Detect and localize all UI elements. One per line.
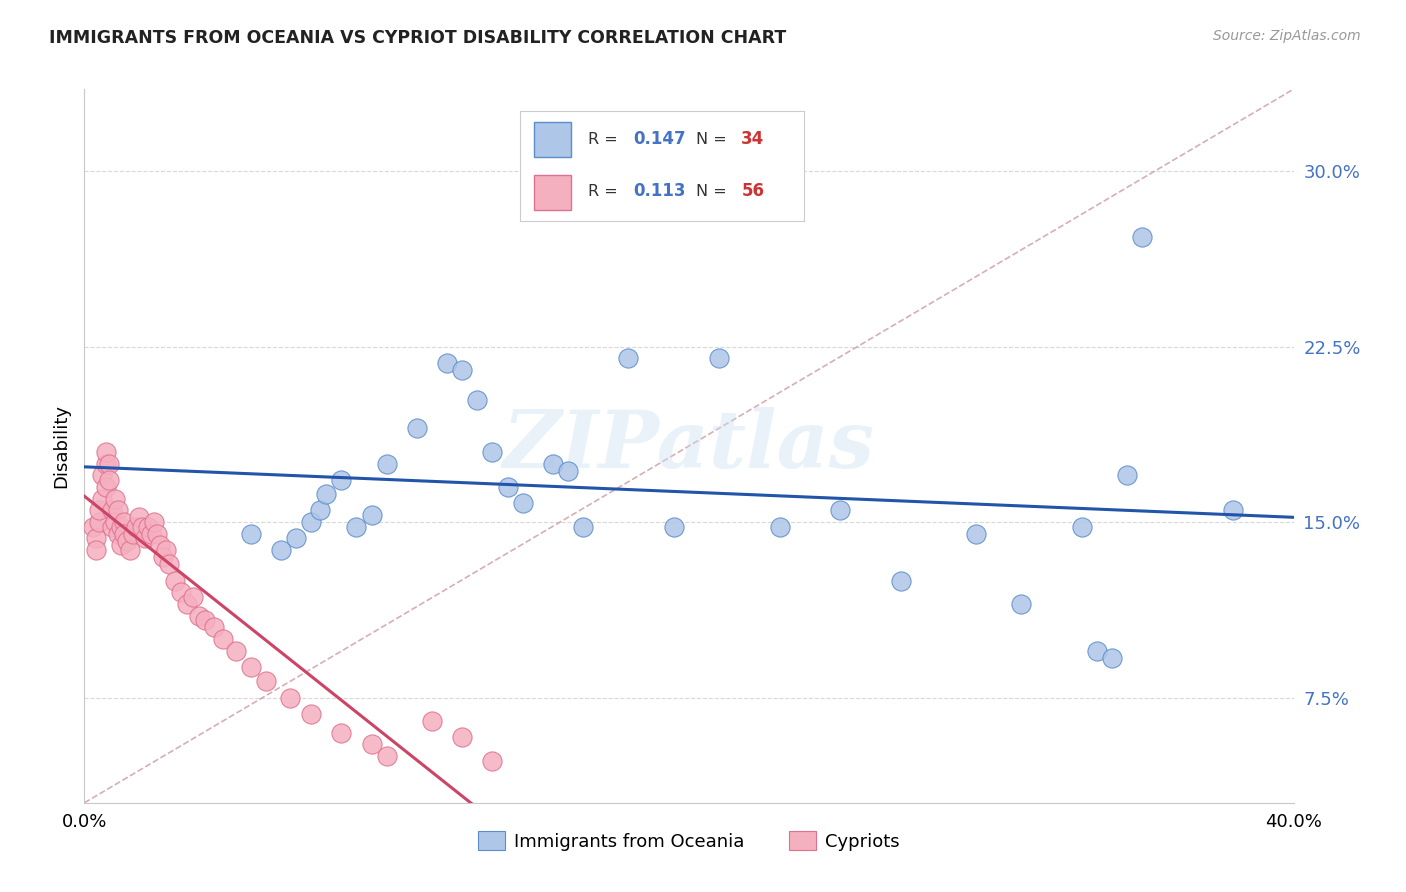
Point (285, 532, 308, 546)
Point (89, 515, 111, 529)
Point (709, 351, 731, 366)
Point (375, 749, 398, 764)
Point (110, 538, 132, 552)
Point (254, 674, 277, 689)
Point (94, 445, 117, 459)
Point (662, 519, 685, 533)
Point (496, 480, 519, 494)
Point (309, 503, 332, 517)
Point (299, 706, 322, 721)
Point (451, 363, 474, 377)
Point (194, 613, 217, 627)
Point (115, 533, 138, 548)
Point (481, 445, 503, 459)
Point (420, 714, 443, 728)
Point (107, 526, 129, 541)
Text: IMMIGRANTS FROM OCEANIA VS CYPRIOT DISABILITY CORRELATION CHART: IMMIGRANTS FROM OCEANIA VS CYPRIOT DISAB… (49, 29, 786, 47)
Point (118, 543, 141, 558)
Point (1116, 468, 1139, 483)
Point (125, 519, 148, 533)
Point (112, 526, 135, 541)
Point (107, 503, 129, 517)
Point (91, 468, 114, 483)
Text: Source: ZipAtlas.com: Source: ZipAtlas.com (1213, 29, 1361, 44)
Point (94, 480, 117, 494)
Point (97, 473, 120, 487)
Point (572, 519, 595, 533)
Point (97, 457, 120, 471)
Point (270, 543, 292, 558)
Point (89, 503, 111, 517)
Point (1011, 597, 1033, 611)
Point (86, 543, 108, 558)
Point (315, 487, 337, 501)
Point (541, 457, 564, 471)
Point (239, 660, 262, 674)
Point (131, 519, 153, 533)
Point (152, 550, 174, 565)
Point (225, 644, 247, 658)
Point (181, 590, 204, 604)
Point (142, 515, 165, 529)
Point (165, 574, 187, 588)
Point (104, 491, 127, 506)
Point (1101, 650, 1123, 665)
Point (481, 754, 503, 768)
Point (406, 421, 429, 435)
Point (278, 690, 301, 705)
Point (155, 543, 177, 558)
Y-axis label: Disability: Disability (52, 404, 70, 488)
Point (100, 503, 122, 517)
Point (157, 557, 180, 571)
Point (112, 515, 135, 529)
Point (467, 393, 489, 408)
Point (1085, 644, 1108, 658)
Point (512, 496, 534, 510)
Point (128, 510, 150, 524)
Point (176, 597, 198, 611)
Legend: Immigrants from Oceania, Cypriots: Immigrants from Oceania, Cypriots (471, 824, 907, 858)
Point (104, 515, 127, 529)
Point (136, 519, 159, 533)
Point (1130, 229, 1153, 244)
Point (451, 731, 474, 745)
Point (86, 532, 108, 546)
Point (1071, 519, 1094, 533)
Point (94, 457, 117, 471)
Point (830, 503, 852, 517)
Point (212, 632, 235, 646)
Point (557, 464, 579, 478)
Point (134, 532, 156, 546)
Point (149, 538, 172, 552)
Text: ZIPatlas: ZIPatlas (503, 408, 875, 484)
Point (91, 491, 114, 506)
Point (188, 608, 211, 623)
Point (100, 519, 122, 533)
Point (239, 526, 262, 541)
Point (146, 526, 169, 541)
Point (375, 457, 398, 471)
Point (170, 585, 193, 599)
Point (139, 526, 162, 541)
Point (346, 519, 368, 533)
Point (360, 508, 382, 522)
Point (890, 574, 912, 588)
Point (1222, 503, 1244, 517)
Point (202, 620, 225, 634)
Point (769, 519, 792, 533)
Point (82, 519, 104, 533)
Point (436, 356, 458, 370)
Point (617, 351, 640, 366)
Point (330, 473, 353, 487)
Point (360, 737, 382, 751)
Point (110, 519, 132, 533)
Point (121, 526, 143, 541)
Point (299, 515, 322, 529)
Point (330, 725, 353, 739)
Point (965, 526, 987, 541)
